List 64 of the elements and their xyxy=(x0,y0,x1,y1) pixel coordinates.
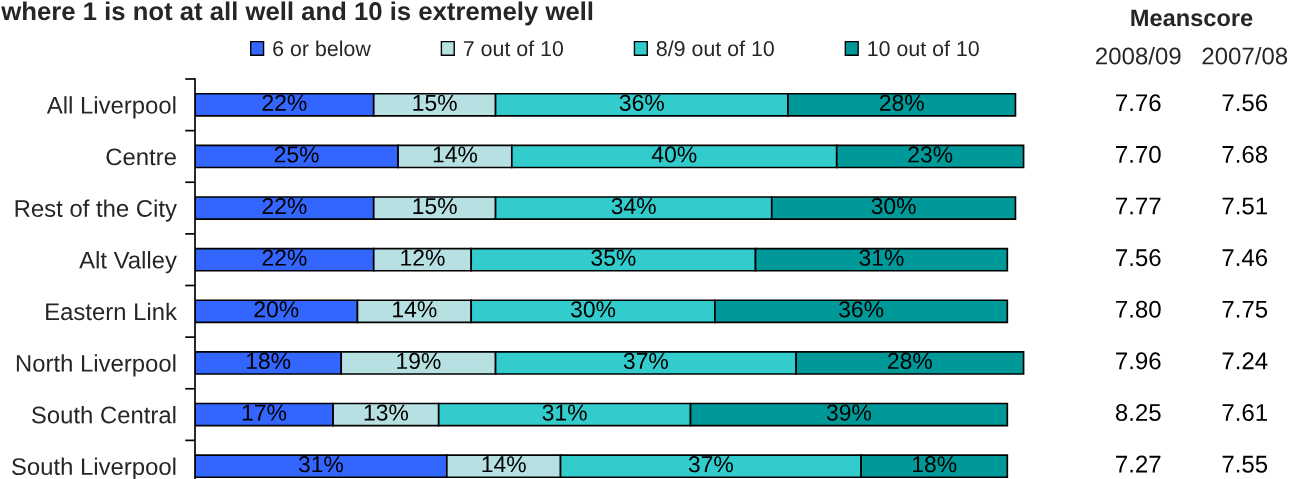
data-label: 19% xyxy=(397,352,441,370)
text: 7.61 xyxy=(1222,404,1267,422)
data-label: 15% xyxy=(413,198,457,215)
text: 8.25 xyxy=(1115,404,1161,422)
data-label: 25% xyxy=(274,146,319,163)
data-label: 31% xyxy=(859,249,904,266)
data-label: 18% xyxy=(913,456,957,473)
data-label: 35% xyxy=(591,249,636,266)
legend-label: 7 out of 10 xyxy=(463,40,564,57)
text: 7.27 xyxy=(1116,455,1161,473)
data-label: 40% xyxy=(651,146,697,163)
data-label: 15% xyxy=(413,94,457,111)
data-label: 14% xyxy=(433,146,478,163)
data-label: 12% xyxy=(401,249,445,266)
y-tick-label: Centre xyxy=(106,148,176,166)
data-label: 30% xyxy=(570,301,616,318)
y-tick-label: Eastern Link xyxy=(46,302,177,321)
y-tick-label: South Central xyxy=(31,405,176,424)
text: Meanscore xyxy=(1131,9,1253,27)
data-label: 17% xyxy=(242,404,287,421)
category-label: 2007/08 xyxy=(1202,46,1288,65)
y-tick-label: All Liverpool xyxy=(46,96,176,119)
data-label: 14% xyxy=(393,301,437,318)
legend-label: 6 or below xyxy=(273,40,371,57)
data-label: 20% xyxy=(254,301,299,318)
category-label: 2008/09 xyxy=(1096,46,1181,65)
text: 7.56 xyxy=(1116,249,1161,267)
data-label: 28% xyxy=(879,94,924,111)
data-label: 22% xyxy=(262,249,307,266)
text: 7.68 xyxy=(1222,145,1268,163)
data-label: 31% xyxy=(542,404,587,421)
data-label: 18% xyxy=(246,352,291,370)
data-label: 28% xyxy=(888,352,932,370)
data-label: 36% xyxy=(619,94,664,111)
data-label: 30% xyxy=(871,197,916,215)
text: 7.80 xyxy=(1116,300,1161,318)
text: 7.51 xyxy=(1222,197,1267,215)
data-label: 23% xyxy=(908,146,953,163)
text: 7.70 xyxy=(1116,145,1161,163)
data-label: 39% xyxy=(826,404,872,421)
text: 7.96 xyxy=(1116,352,1161,370)
data-label: 37% xyxy=(623,352,668,370)
text: 7.56 xyxy=(1222,94,1268,112)
y-tick-label: Alt Valley xyxy=(79,251,177,274)
text: 7.24 xyxy=(1222,352,1268,370)
y-tick-label: South Liverpool xyxy=(12,457,176,479)
y-tick-label: Rest of the City xyxy=(15,199,177,222)
text: 7.77 xyxy=(1116,197,1161,215)
data-label: 34% xyxy=(611,197,656,215)
legend-label: 8/9 out of 10 xyxy=(656,40,774,57)
text: 7.76 xyxy=(1116,94,1161,112)
y-tick-label: North Liverpool xyxy=(16,354,176,377)
data-label: 36% xyxy=(839,301,884,318)
data-label: 14% xyxy=(482,456,526,473)
text: 7.46 xyxy=(1222,249,1268,267)
data-label: 13% xyxy=(364,404,409,421)
data-label: 22% xyxy=(262,197,307,215)
data-label: 37% xyxy=(688,456,733,473)
legend-label: 10 out of 10 xyxy=(868,40,979,57)
data-label: 31% xyxy=(298,456,344,473)
text: 7.55 xyxy=(1222,455,1268,473)
chart-title: where 1 is not at all well and 10 is extremely well xyxy=(1,1,593,26)
text: 7.75 xyxy=(1222,301,1268,318)
data-label: 22% xyxy=(262,94,307,111)
